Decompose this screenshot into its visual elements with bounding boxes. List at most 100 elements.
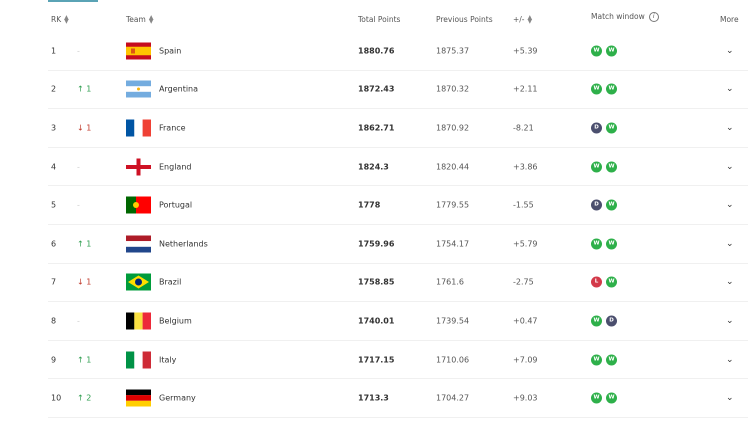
result-badge[interactable]: D xyxy=(591,199,602,211)
rank: 9 xyxy=(51,355,57,365)
team-name[interactable]: Netherlands xyxy=(159,239,208,249)
team-name[interactable]: England xyxy=(159,162,192,172)
previous-points: 1870.92 xyxy=(436,123,470,133)
result-badge[interactable]: W xyxy=(606,122,617,134)
rk-header[interactable]: RK ▲ ▼ xyxy=(51,14,69,25)
table-row[interactable]: 6 ↑ 1 Netherlands 1759.96 1754.17 +5.79 … xyxy=(48,225,748,264)
rank: 8 xyxy=(51,316,57,326)
points-diff: +5.39 xyxy=(513,46,538,56)
more-header: More xyxy=(720,15,739,24)
result-badge[interactable]: W xyxy=(591,354,602,366)
rank: 4 xyxy=(51,162,57,172)
argentina-flag-icon xyxy=(126,80,151,98)
total-points-header: Total Points xyxy=(358,15,401,24)
chevron-down-icon[interactable]: ⌄ xyxy=(726,84,734,95)
diff-header[interactable]: +/- ▲ ▼ xyxy=(513,14,533,25)
result-badge[interactable]: W xyxy=(606,354,617,366)
team-name[interactable]: Argentina xyxy=(159,84,199,94)
total-points: 1759.96 xyxy=(358,239,395,249)
sort-icon[interactable]: ▲ ▼ xyxy=(148,14,154,25)
rank-movement: ↑ 2 xyxy=(77,393,92,403)
team-name[interactable]: France xyxy=(159,123,186,133)
team-name[interactable]: Germany xyxy=(159,393,196,403)
result-badge[interactable]: W xyxy=(606,392,617,404)
previous-points: 1870.32 xyxy=(436,84,470,94)
previous-points: 1754.17 xyxy=(436,239,470,249)
total-points: 1758.85 xyxy=(358,277,395,287)
chevron-down-icon[interactable]: ⌄ xyxy=(726,354,734,365)
chevron-down-icon[interactable]: ⌄ xyxy=(726,45,734,56)
previous-points: 1739.54 xyxy=(436,316,470,326)
result-badge[interactable]: W xyxy=(606,276,617,288)
result-badge[interactable]: W xyxy=(606,83,617,95)
result-badge[interactable]: W xyxy=(591,161,602,173)
total-points: 1713.3 xyxy=(358,393,389,403)
rank: 7 xyxy=(51,277,57,287)
rank-movement: ↓ 1 xyxy=(77,277,92,287)
chevron-down-icon[interactable]: ⌄ xyxy=(726,238,734,249)
points-diff: -1.55 xyxy=(513,200,534,210)
chevron-down-icon[interactable]: ⌄ xyxy=(726,200,734,211)
team-name[interactable]: Spain xyxy=(159,46,182,56)
total-points: 1717.15 xyxy=(358,355,395,365)
rank-movement: ↑ 1 xyxy=(77,239,92,249)
chevron-down-icon[interactable]: ⌄ xyxy=(726,122,734,133)
previous-points-header: Previous Points xyxy=(436,15,493,24)
team-header[interactable]: Team ▲ ▼ xyxy=(126,14,154,25)
chevron-down-icon[interactable]: ⌄ xyxy=(726,277,734,288)
chevron-down-icon[interactable]: ⌄ xyxy=(726,315,734,326)
result-badge[interactable]: D xyxy=(591,122,602,134)
total-points: 1740.01 xyxy=(358,316,395,326)
result-badge[interactable]: W xyxy=(606,161,617,173)
previous-points: 1761.6 xyxy=(436,277,464,287)
result-badge[interactable]: W xyxy=(606,238,617,250)
result-badge[interactable]: W xyxy=(591,83,602,95)
result-badge[interactable]: W xyxy=(591,392,602,404)
result-badge[interactable]: W xyxy=(591,45,602,57)
result-badge[interactable]: W xyxy=(606,45,617,57)
chevron-down-icon[interactable]: ⌄ xyxy=(726,161,734,172)
total-points: 1862.71 xyxy=(358,123,395,133)
team-name[interactable]: Italy xyxy=(159,355,177,365)
sort-icon[interactable]: ▲ ▼ xyxy=(64,14,69,25)
result-badge[interactable]: W xyxy=(606,199,617,211)
rank: 10 xyxy=(51,393,62,403)
sort-icon[interactable]: ▲ ▼ xyxy=(527,14,533,25)
rank-movement: - xyxy=(77,316,80,326)
england-flag-icon xyxy=(126,158,151,176)
team-name[interactable]: Brazil xyxy=(159,277,182,287)
rank: 1 xyxy=(51,46,57,56)
table-header: RK ▲ ▼ Team ▲ ▼ Total Points Previous Points… xyxy=(0,12,750,28)
match-window-header: Match window i xyxy=(591,12,659,22)
points-diff: -2.75 xyxy=(513,277,534,287)
active-tab-indicator[interactable] xyxy=(48,0,98,2)
chevron-down-icon[interactable]: ⌄ xyxy=(726,393,734,404)
result-badge[interactable]: W xyxy=(591,315,602,327)
previous-points: 1820.44 xyxy=(436,162,470,172)
rank-movement: ↓ 1 xyxy=(77,123,92,133)
result-badge[interactable]: L xyxy=(591,276,602,288)
team-name[interactable]: Belgium xyxy=(159,316,192,326)
previous-points: 1710.06 xyxy=(436,355,470,365)
info-icon[interactable]: i xyxy=(648,12,659,22)
team-name[interactable]: Portugal xyxy=(159,200,193,210)
result-badge[interactable]: W xyxy=(591,238,602,250)
france-flag-icon xyxy=(126,119,151,137)
result-badge[interactable]: D xyxy=(606,315,617,327)
